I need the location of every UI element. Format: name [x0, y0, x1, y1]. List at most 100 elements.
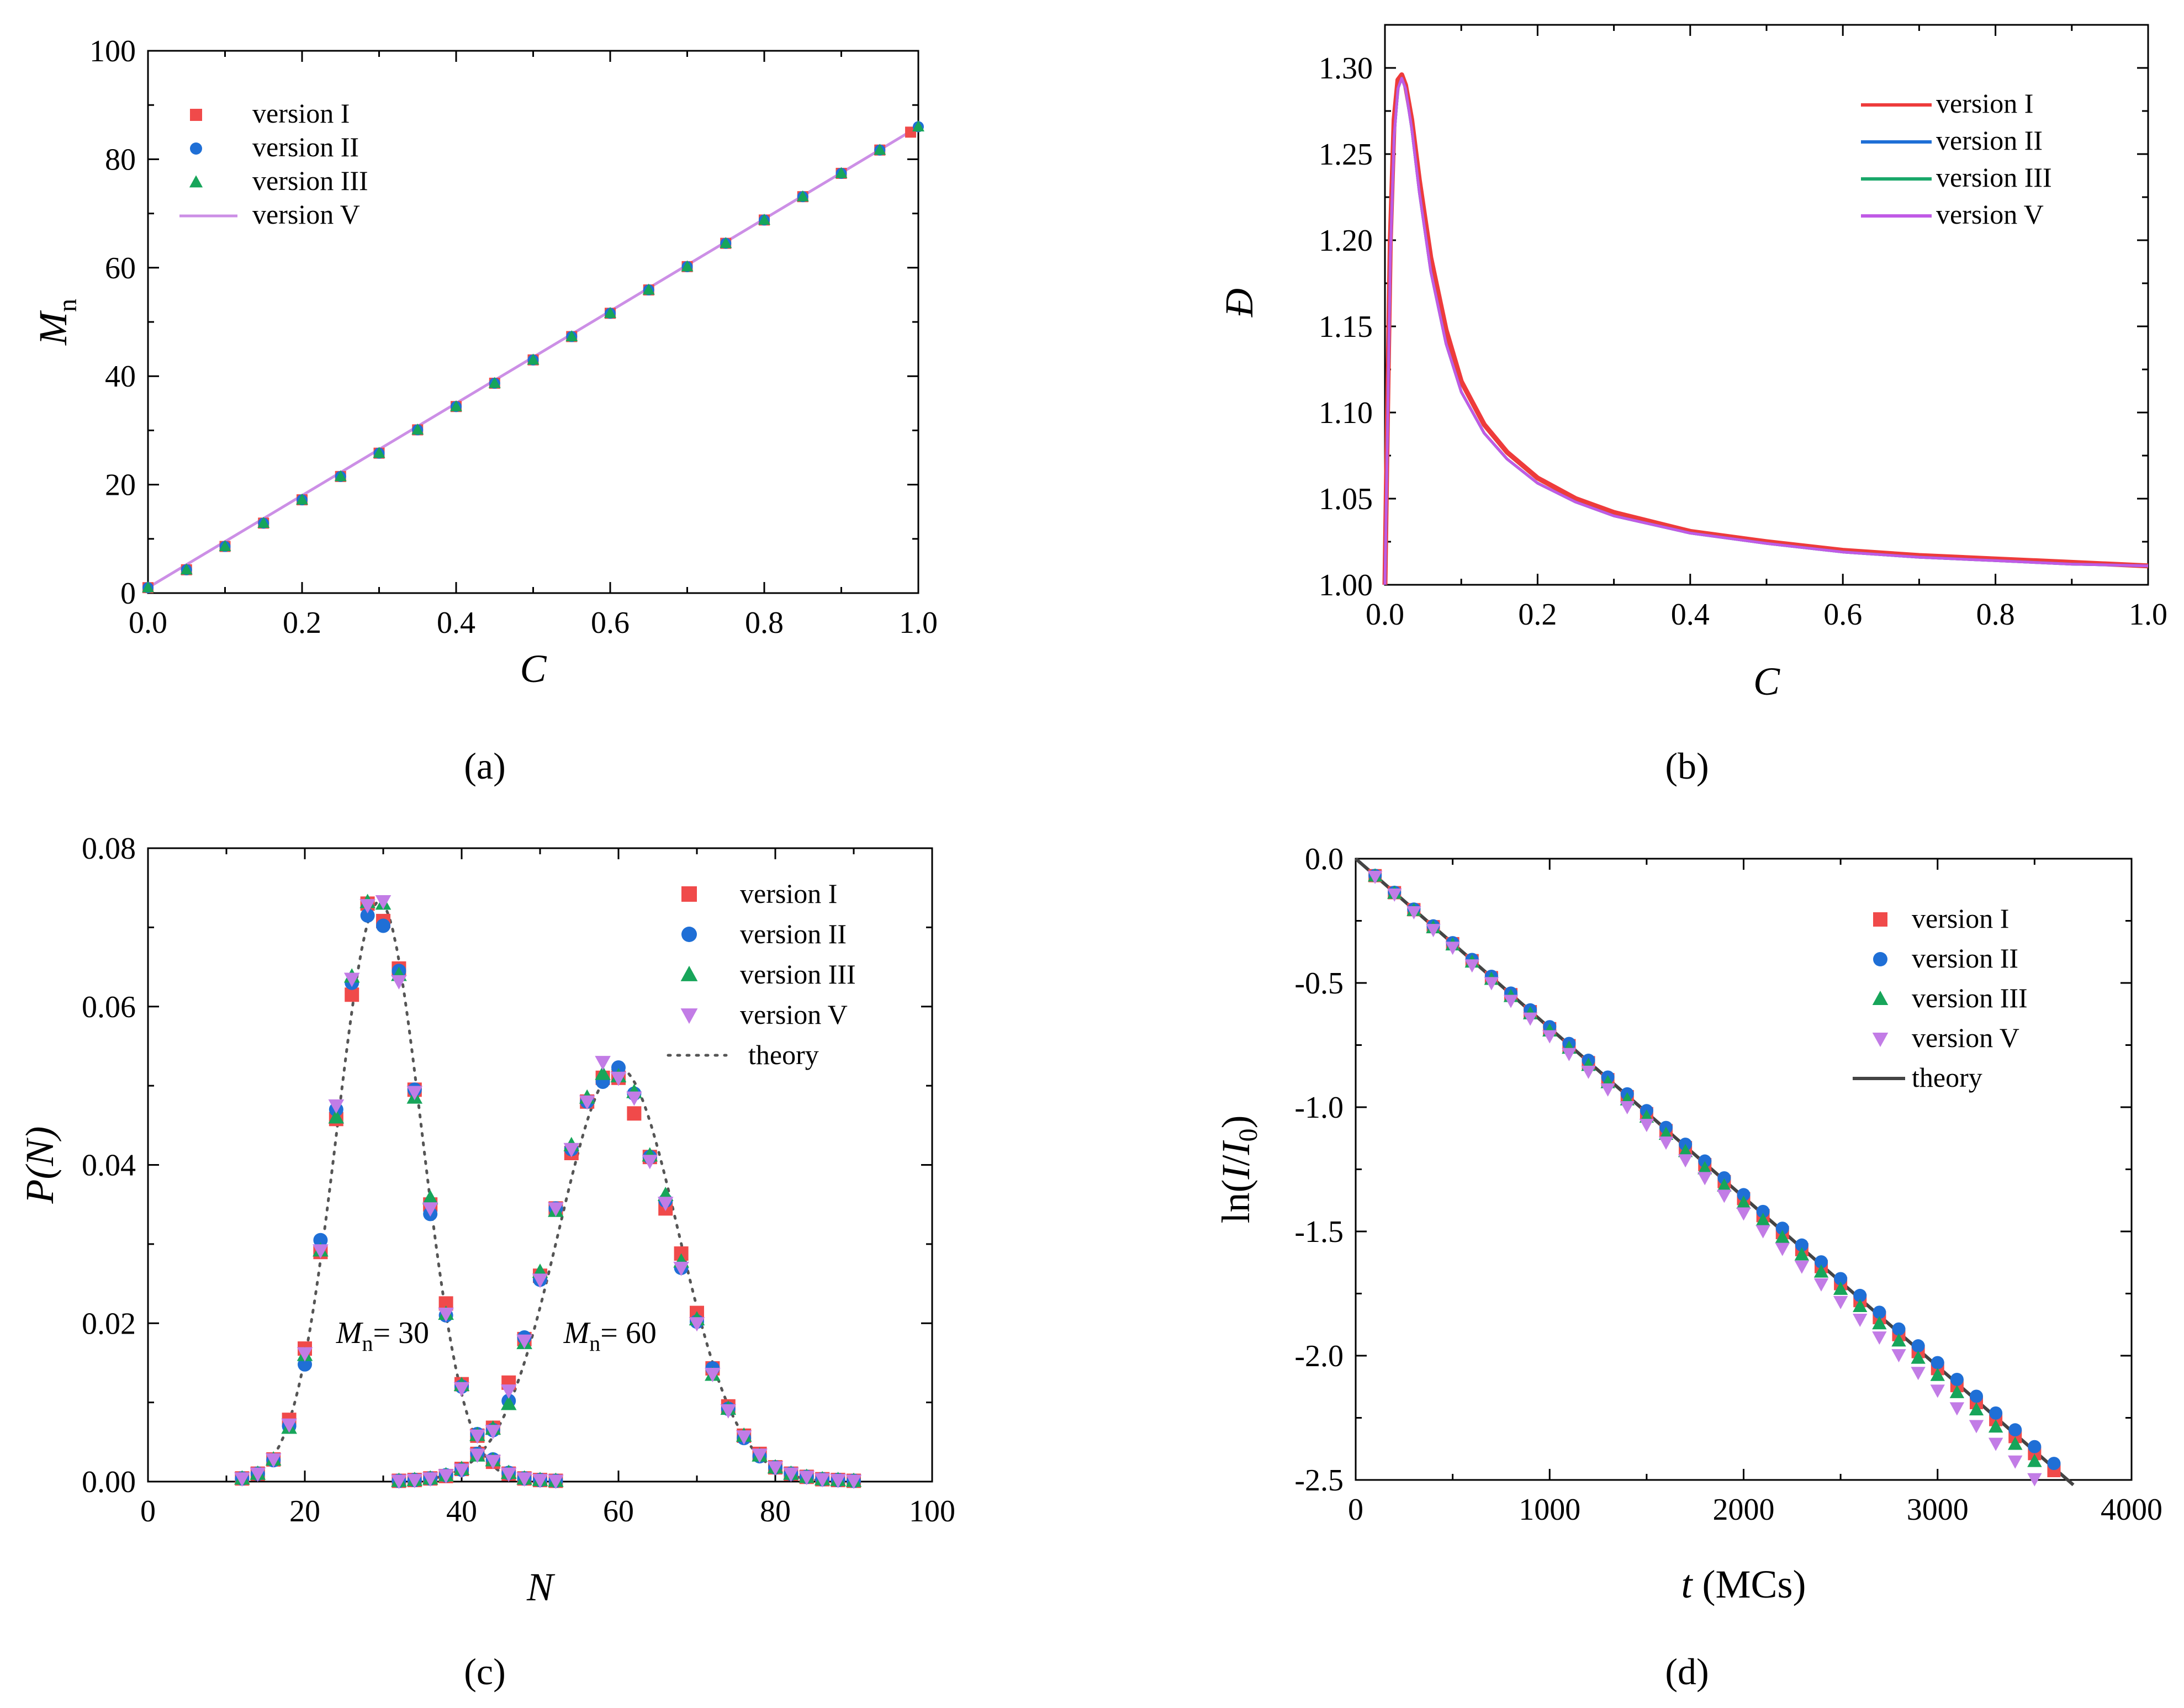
point-version-v: [516, 1334, 532, 1349]
point-version-v: [2027, 1473, 2042, 1487]
point-version-v: [798, 1471, 815, 1485]
point-version-v: [1988, 1437, 2003, 1451]
point-version-v: [438, 1469, 454, 1484]
point-version-v: [391, 975, 407, 990]
point-version-iii: [1678, 1144, 1693, 1157]
y-tick-label: 1.00: [1319, 568, 1373, 602]
point-version-ii: [313, 1233, 328, 1247]
panel-label-c: (c): [464, 1651, 505, 1693]
y-tick-label: -1.0: [1294, 1091, 1344, 1125]
point-version-v: [705, 1367, 721, 1382]
legend-marker: [190, 142, 202, 155]
point-version-v: [1813, 1278, 1829, 1292]
x-tick-label: 0.6: [591, 606, 630, 640]
point-version-v: [328, 1099, 345, 1114]
point-version-iii: [296, 493, 308, 505]
point-version-v: [485, 1455, 501, 1469]
x-tick-label: 1.0: [2129, 597, 2167, 632]
point-version-v: [1775, 1242, 1790, 1256]
point-version-iii: [642, 283, 655, 295]
point-version-ii: [1717, 1171, 1731, 1185]
point-version-ii: [1873, 1305, 1886, 1319]
point-version-iii: [565, 330, 578, 342]
legend-label: version V: [740, 999, 848, 1030]
y-tick-label: 1.25: [1319, 138, 1373, 172]
point-version-v: [1891, 1349, 1906, 1363]
x-tick-label: 0.8: [745, 606, 784, 640]
y-axis-title: Đ: [1217, 288, 1261, 318]
point-version-v: [548, 1202, 564, 1217]
point-version-v: [767, 1461, 784, 1476]
point-version-v: [1911, 1367, 1926, 1381]
legend-label: version II: [252, 131, 359, 162]
x-tick-label: 1.0: [899, 606, 938, 640]
point-version-v: [1794, 1260, 1810, 1274]
y-axis-title-close: ): [1214, 1115, 1258, 1129]
x-tick-label: 0.2: [1518, 597, 1557, 632]
point-version-iii: [912, 120, 924, 131]
legend-marker: [1873, 952, 1887, 966]
point-version-v: [422, 1472, 438, 1487]
x-tick-label: 0.2: [283, 606, 321, 640]
point-version-v: [438, 1307, 454, 1322]
point-version-ii: [1853, 1288, 1867, 1302]
panel-a: 0.0 0.2 0.4 0.6 0.8 1.0 0 20 40 60 80 100 C Mn version…: [31, 34, 938, 691]
point-version-v: [1736, 1207, 1751, 1221]
point-version-iii: [1813, 1264, 1829, 1278]
point-version-v: [1639, 1119, 1654, 1133]
point-version-iii: [1775, 1230, 1790, 1244]
point-version-v: [250, 1467, 266, 1482]
x-axis-title: C: [1753, 659, 1780, 704]
x-tick-label: 100: [909, 1494, 955, 1529]
point-version-ii: [1970, 1389, 1983, 1403]
point-version-i: [627, 1106, 642, 1121]
point-version-ii: [1892, 1322, 1906, 1336]
legend-label: theory: [748, 1039, 819, 1070]
point-version-v: [297, 1347, 313, 1362]
point-version-iii: [488, 377, 501, 388]
legend-marker: [1872, 1032, 1889, 1047]
point-version-ii: [1834, 1272, 1848, 1286]
legend-marker: [189, 175, 203, 188]
y-axis-title-i0: I: [1214, 1140, 1258, 1155]
point-version-v: [845, 1474, 862, 1489]
x-tick-label: 60: [603, 1494, 634, 1529]
point-version-v: [673, 1261, 689, 1276]
annotation-rest: = 60: [600, 1316, 657, 1350]
x-axis-title: C: [520, 647, 547, 691]
x-tick-label: 3000: [1907, 1493, 1969, 1527]
point-version-v: [1658, 1136, 1674, 1150]
point-version-ii: [2028, 1440, 2042, 1453]
point-version-ii: [1815, 1255, 1828, 1269]
annotation-m: M: [563, 1316, 591, 1350]
point-version-iii: [1911, 1350, 1926, 1364]
y-tick-label: 40: [105, 359, 136, 394]
legend-label: version I: [1912, 903, 2009, 934]
point-version-iii: [1969, 1402, 1984, 1416]
point-version-v: [1620, 1101, 1635, 1114]
point-version-iii: [1717, 1178, 1732, 1192]
point-version-v: [485, 1425, 501, 1440]
point-version-iii: [874, 144, 886, 155]
y-tick-label: 1.20: [1319, 224, 1373, 258]
point-version-v: [1872, 1331, 1887, 1345]
point-version-v: [1542, 1030, 1557, 1044]
point-version-iii: [1891, 1333, 1906, 1347]
point-version-v: [265, 1453, 282, 1468]
point-version-iii: [422, 1189, 438, 1204]
y-tick-label: -0.5: [1294, 966, 1344, 1001]
x-tick-label: 0: [1348, 1493, 1363, 1527]
point-version-iii: [334, 470, 347, 482]
y-axis-title-sub: n: [53, 299, 82, 312]
legend-marker: [1873, 912, 1887, 927]
point-version-v: [830, 1474, 846, 1489]
y-tick-label: -2.0: [1294, 1339, 1344, 1373]
point-version-iii: [411, 423, 424, 435]
y-axis-title: Mn: [31, 299, 82, 346]
point-version-v: [375, 895, 392, 910]
point-version-v: [1406, 906, 1421, 920]
point-version-iii: [373, 447, 385, 458]
point-version-v: [343, 972, 360, 987]
point-version-v: [453, 1463, 470, 1478]
point-version-v: [532, 1273, 548, 1288]
